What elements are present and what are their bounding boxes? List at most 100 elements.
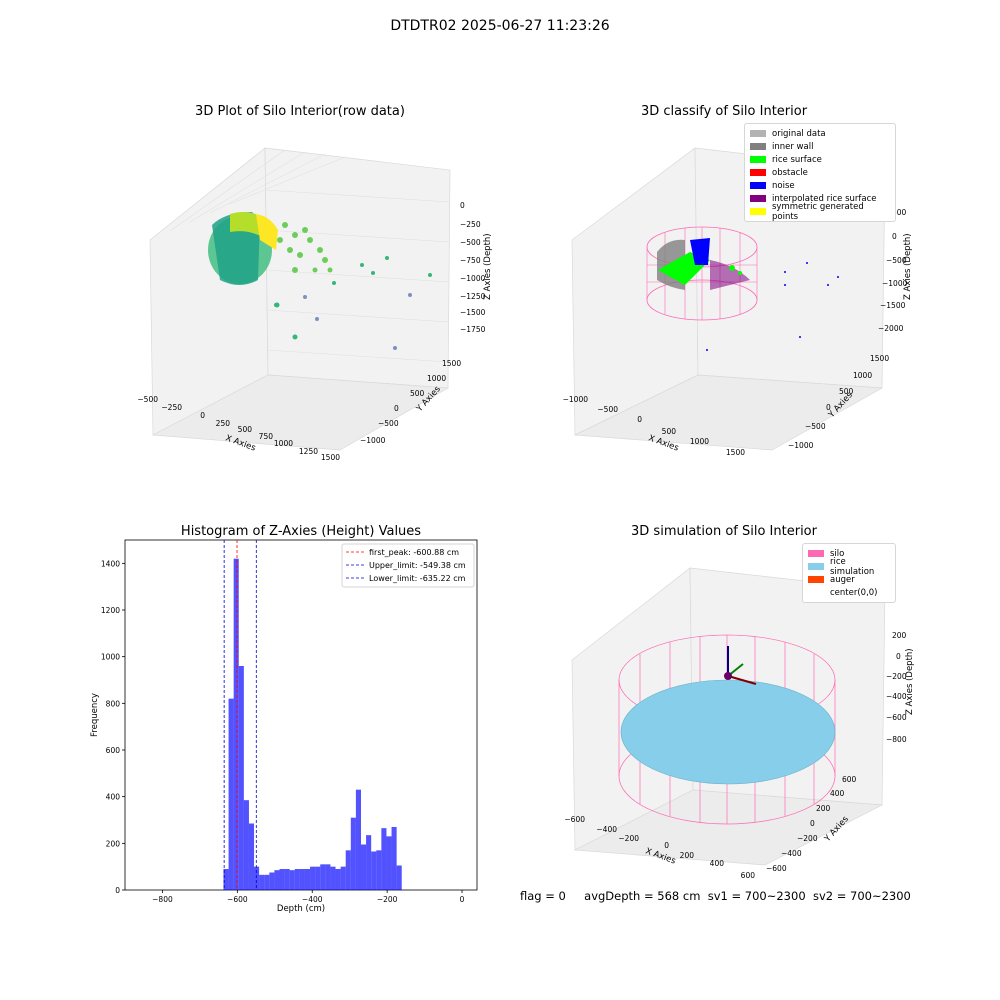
legend-item: rice simulation [808, 557, 890, 577]
x-tick: −200 [618, 834, 639, 843]
x-tick: −400 [596, 825, 617, 834]
x-tick: 1000 [274, 439, 293, 448]
histogram-bar [279, 869, 285, 890]
y-tick: 0 [826, 403, 831, 412]
y-tick-label: 200 [106, 839, 121, 848]
legend-item: symmetric generated points [750, 202, 890, 222]
histogram-bar [264, 874, 270, 890]
z-tick: −1000 [460, 274, 486, 283]
histogram-bar [259, 874, 265, 890]
legend-first-peak: first_peak: -600.88 cm [369, 548, 459, 557]
x-tick: 750 [259, 432, 274, 441]
y-tick: 600 [842, 775, 857, 784]
z-tick: −400 [886, 692, 907, 701]
z-tick: −1500 [880, 301, 906, 310]
histogram-bar [315, 866, 321, 890]
histogram-bar [284, 869, 290, 890]
y-tick: −600 [766, 864, 787, 873]
classify-3d-plot: −1000 −500 0 500 1000 1500 X Axies 1500 … [563, 147, 913, 457]
y-tick: 200 [816, 804, 831, 813]
y-tick: −1000 [788, 441, 814, 450]
z-tick: −750 [460, 256, 481, 265]
classify-legend: original data inner wall rice surface ob… [744, 123, 896, 222]
x-tick: −500 [137, 395, 158, 404]
auger [724, 646, 757, 685]
z-tick: −800 [886, 735, 907, 744]
x-tick: −600 [564, 815, 585, 824]
histogram-bar [274, 870, 280, 890]
x-tick: 1500 [726, 448, 745, 457]
x-tick: −250 [161, 403, 182, 412]
histogram-bar [223, 869, 229, 890]
y-tick-label: 1400 [101, 559, 120, 568]
z-axis-label: Z Axies (Depth) [483, 233, 493, 300]
y-tick: −400 [781, 849, 802, 858]
avg-depth-value: avgDepth = 568 cm [584, 889, 701, 903]
classified-point-cloud [646, 226, 839, 351]
histogram-bar [330, 866, 336, 890]
x-axis-label: Depth (cm) [277, 904, 325, 914]
z-tick: 500 [892, 208, 907, 217]
y-tick: 1000 [427, 374, 446, 383]
histogram-bar [350, 817, 356, 890]
x-tick: 600 [741, 871, 756, 880]
legend-item: silo [808, 547, 890, 560]
histogram-bar [396, 865, 402, 890]
z-tick: −1750 [460, 325, 486, 334]
z-tick: 200 [892, 631, 907, 640]
histogram-bar [345, 850, 351, 890]
histogram-bar [248, 823, 255, 890]
z-tick: 0 [896, 652, 901, 661]
y-tick: 0 [810, 819, 815, 828]
legend-item: auger [808, 573, 890, 586]
y-tick: 500 [839, 387, 854, 396]
x-tick: 1000 [690, 437, 709, 446]
z-tick: −1000 [882, 279, 908, 288]
z-tick: −250 [460, 220, 481, 229]
legend-item: rice surface [750, 153, 890, 166]
legend-item: noise [750, 179, 890, 192]
figure-title: DTDTR02 2025-06-27 11:23:26 [390, 18, 610, 34]
y-tick-label: 0 [115, 886, 120, 895]
histogram-chart: −800 −600 −400 −200 0 0 200 400 600 800 1000 1200 1… [90, 539, 478, 914]
y-tick-label: 600 [106, 746, 121, 755]
z-axis-label: Z Axies (Depth) [903, 233, 913, 300]
histogram-bar [289, 870, 295, 890]
y-tick-label: 800 [106, 699, 121, 708]
histogram-bar [325, 864, 331, 890]
rice-surface [620, 679, 836, 785]
y-tick: 0 [394, 404, 399, 413]
y-tick: −1000 [360, 436, 386, 445]
x-tick: 1250 [299, 447, 318, 456]
histogram-bar [391, 827, 397, 890]
sv2-value: sv2 = 700~2300 [812, 889, 911, 903]
simulation-plot-title: 3D simulation of Silo Interior [631, 524, 817, 539]
x-tick: 0 [637, 415, 642, 424]
histogram-bar [335, 869, 341, 890]
histogram-bar [381, 828, 387, 890]
status-line: flag = 0 avgDepth = 568 cm sv1 = 700~230… [520, 889, 911, 903]
z-tick: 0 [892, 232, 897, 241]
legend-item: interpolated rice surface [750, 192, 890, 205]
x-tick: 0 [200, 411, 205, 420]
z-tick: −1250 [460, 292, 486, 301]
histogram-bar [254, 866, 260, 890]
axes-panes [149, 147, 451, 451]
sv1-value: sv1 = 700~2300 [707, 889, 806, 903]
y-tick: 500 [410, 389, 425, 398]
histogram-bar [294, 869, 300, 890]
raw-point-cloud [208, 212, 432, 350]
x-tick-label: −400 [302, 895, 323, 904]
x-tick: 1500 [321, 453, 340, 462]
y-tick: 400 [830, 789, 845, 798]
histogram-bar [243, 800, 249, 890]
histogram-bar [310, 866, 316, 890]
histogram-bar [355, 789, 361, 890]
z-tick: −500 [460, 238, 481, 247]
y-tick-label: 1200 [101, 606, 120, 615]
y-tick: −500 [378, 419, 399, 428]
z-axis-label: Z Axies (Depth) [905, 648, 915, 715]
histogram-bar [238, 666, 244, 890]
histogram-bar [269, 872, 275, 890]
z-tick: −2000 [878, 324, 904, 333]
